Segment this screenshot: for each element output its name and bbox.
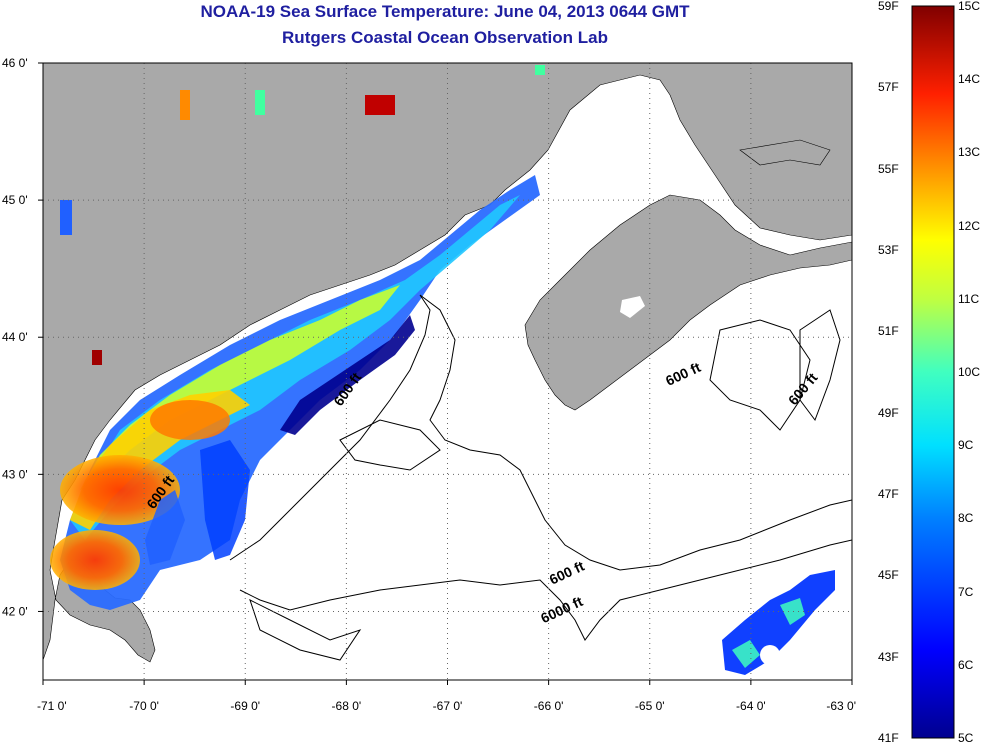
- colorbar-label-f: 49F: [878, 405, 899, 420]
- map-ticks: -71 0' -70 0' -69 0' -68 0' -67 0' -66 0' -65 …: [2, 56, 856, 713]
- lat-tick-label: 44 0': [2, 330, 28, 344]
- contour-6000ft: [239, 539, 852, 641]
- colorbar-label-c: 8C: [958, 511, 974, 526]
- map-subtitle: Rutgers Coastal Ocean Observation Lab: [282, 28, 608, 47]
- depth-contours: [229, 294, 852, 661]
- colorbar-label-c: 12C: [958, 218, 981, 233]
- colorbar-label-f: 41F: [878, 731, 899, 745]
- lat-tick-label: 43 0': [2, 467, 28, 481]
- colorbar-label-c: 15C: [958, 0, 981, 13]
- colorbar-label-c: 5C: [958, 731, 974, 745]
- lon-tick-label: -65 0': [635, 699, 665, 713]
- lon-tick-label: -63 0': [826, 699, 856, 713]
- lon-tick-label: -69 0': [230, 699, 260, 713]
- lon-tick-label: -70 0': [129, 699, 159, 713]
- colorbar-label-c: 7C: [958, 584, 974, 599]
- colorbar-label-c: 14C: [958, 72, 981, 87]
- land-nova-scotia: [524, 194, 852, 411]
- map-title: NOAA-19 Sea Surface Temperature: June 04…: [200, 2, 690, 21]
- colorbar-label-f: 45F: [878, 568, 899, 583]
- colorbar-label-c: 11C: [958, 291, 980, 306]
- land-island: [739, 139, 831, 166]
- colorbar-label-f: 55F: [878, 161, 899, 176]
- lat-tick-label: 46 0': [2, 56, 28, 70]
- sst-swath: [50, 175, 540, 610]
- colorbar-label-f: 43F: [878, 649, 899, 664]
- colorbar-label-c: 10C: [958, 365, 981, 379]
- colorbar-label-f: 51F: [878, 324, 899, 339]
- lon-tick-label: -71 0': [37, 699, 67, 713]
- contour-600ft: [229, 294, 852, 571]
- lat-tick-label: 42 0': [2, 604, 28, 618]
- lake: [620, 296, 645, 318]
- colorbar-label-c: 13C: [958, 145, 981, 160]
- lon-tick-label: -68 0': [332, 699, 362, 713]
- colorbar: [911, 5, 955, 739]
- colorbar-label-f: 53F: [878, 243, 899, 257]
- colorbar-label-f: 59F: [878, 0, 899, 13]
- colorbar-label-f: 47F: [878, 487, 899, 501]
- colorbar-label-c: 6C: [958, 657, 974, 672]
- colorbar-label-c: 9C: [958, 438, 974, 453]
- lon-tick-label: -64 0': [736, 699, 766, 713]
- lat-tick-label: 45 0': [2, 193, 28, 207]
- sst-patch-southeast: [722, 570, 835, 675]
- lon-tick-label: -67 0': [433, 699, 463, 713]
- lon-tick-label: -66 0': [534, 699, 564, 713]
- sst-patches: [60, 65, 545, 365]
- colorbar-label-f: 57F: [878, 80, 899, 95]
